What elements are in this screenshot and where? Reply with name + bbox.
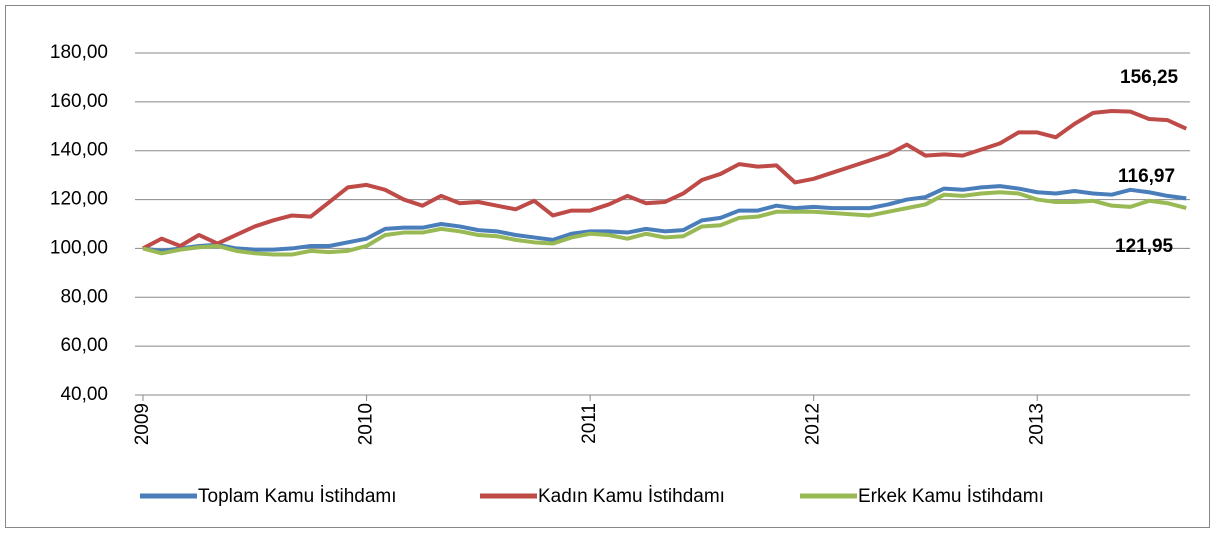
legend-label: Kadın Kamu İstihdamı <box>538 486 725 507</box>
y-tick-label: 180,00 <box>50 42 108 63</box>
y-tick-label: 160,00 <box>50 91 108 112</box>
y-tick-label: 140,00 <box>50 140 108 161</box>
x-tick-label: 2012 <box>803 403 824 445</box>
legend-label: Toplam Kamu İstihdamı <box>198 486 397 507</box>
legend-label: Erkek Kamu İstihdamı <box>858 486 1044 507</box>
annotation: 121,95 <box>1115 236 1174 257</box>
y-tick-label: 40,00 <box>60 384 108 405</box>
y-tick-label: 100,00 <box>50 237 108 258</box>
x-tick-label: 2013 <box>1026 403 1047 445</box>
chart-border <box>5 5 1210 528</box>
annotation: 156,25 <box>1120 67 1179 88</box>
series-line <box>142 184 1187 253</box>
y-tick-label: 60,00 <box>60 335 108 356</box>
y-tick-label: 80,00 <box>60 286 108 307</box>
x-tick-label: 2010 <box>356 403 377 445</box>
y-tick-label: 120,00 <box>50 189 108 210</box>
annotation: 116,97 <box>1118 166 1175 187</box>
x-tick-label: 2009 <box>132 403 153 445</box>
series-line <box>142 190 1187 257</box>
series-line <box>142 109 1188 251</box>
x-tick-label: 2011 <box>579 403 600 444</box>
